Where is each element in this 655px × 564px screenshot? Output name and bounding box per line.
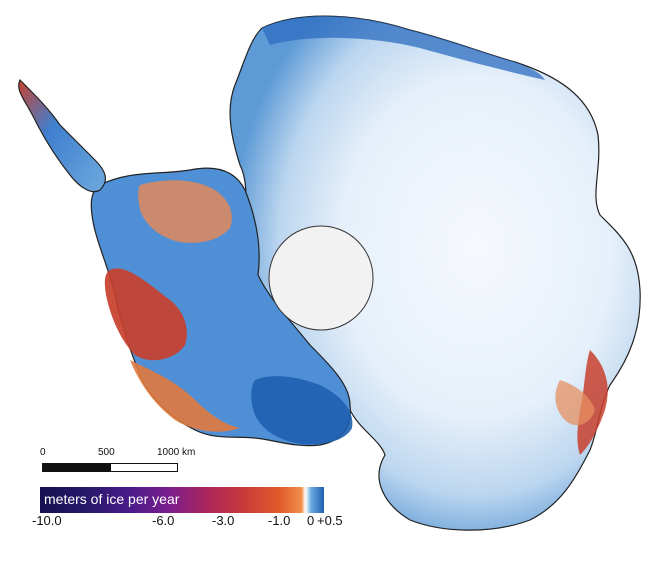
legend-title: meters of ice per year <box>44 491 180 507</box>
ross-ice-shelf <box>251 376 353 445</box>
pole-hole <box>268 225 374 331</box>
legend-ticks: -10.0 -6.0 -3.0 -1.0 0 +0.5 <box>32 513 362 533</box>
legend-tick-minus-1: -1.0 <box>268 513 291 528</box>
legend-tick-plus-0-5: +0.5 <box>317 513 343 528</box>
legend-tick-minus-3: -3.0 <box>212 513 235 528</box>
dronning-maud-rim <box>262 16 545 80</box>
legend-tick-minus-10: -10.0 <box>32 513 62 528</box>
wilkes-land-loss <box>577 350 608 455</box>
scale-tick-500: 500 <box>98 447 115 458</box>
ronne-ice-shelf <box>138 180 232 243</box>
legend-tick-minus-6: -6.0 <box>152 513 175 528</box>
legend-colorbar <box>40 487 324 513</box>
antarctic-peninsula <box>18 78 107 193</box>
scale-tick-0: 0 <box>40 447 46 458</box>
legend-tick-zero: 0 <box>307 513 315 528</box>
color-legend: meters of ice per year <box>40 487 324 513</box>
amundsen-loss-region <box>104 268 187 361</box>
scale-tick-1000: 1000 km <box>157 447 196 458</box>
amundsen-loss-edge <box>130 360 240 432</box>
totten-orange <box>555 380 595 426</box>
scale-bar: 0 500 1000 km <box>40 447 280 483</box>
scale-bar-black-segment <box>42 463 110 472</box>
scale-bar-white-segment <box>110 463 178 472</box>
